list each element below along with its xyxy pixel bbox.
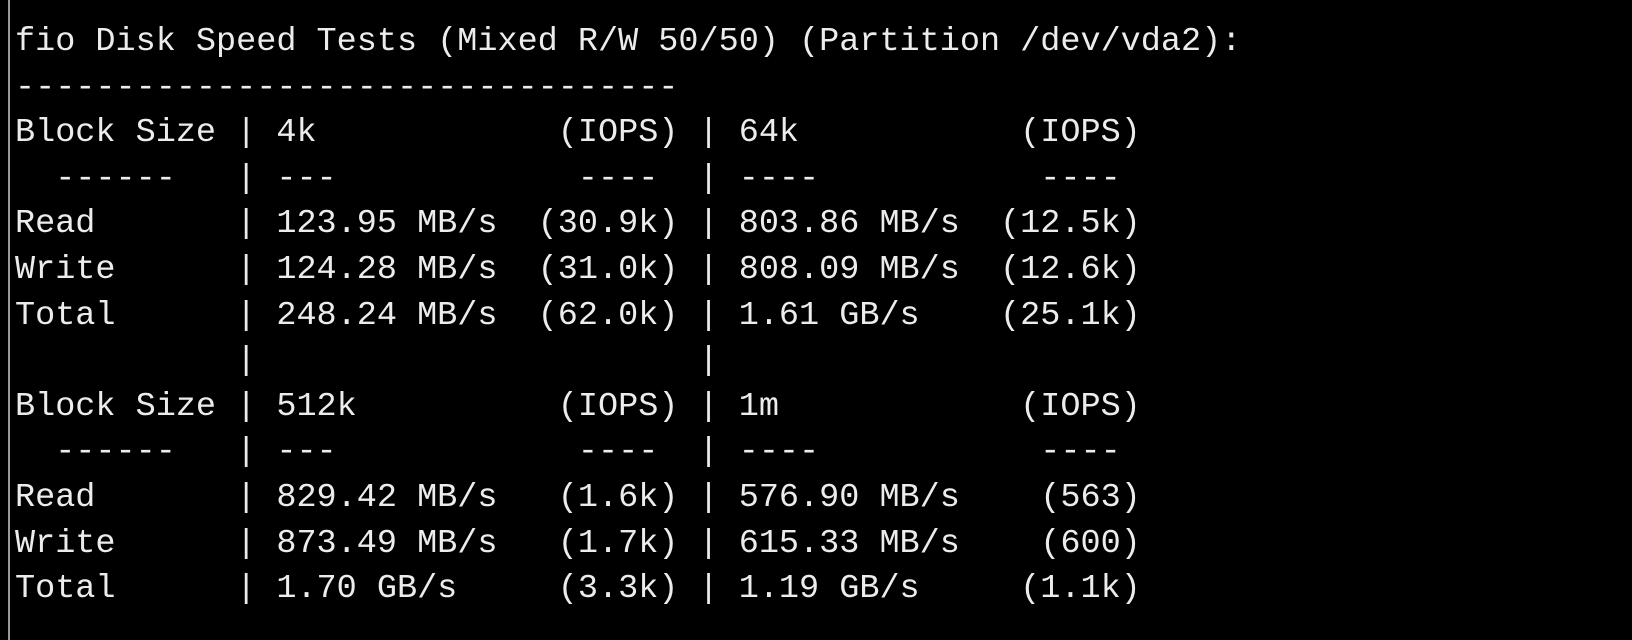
terminal-line: Read | 123.95 MB/s (30.9k) | 803.86 MB/s… [15,205,1141,244]
terminal-line: Block Size | 512k (IOPS) | 1m (IOPS) [15,387,1141,426]
terminal-line: ------ | --- ---- | ---- ---- [15,159,1121,198]
window-border [8,0,10,640]
terminal-line: Block Size | 4k (IOPS) | 64k (IOPS) [15,114,1141,153]
terminal-output: fio Disk Speed Tests (Mixed R/W 50/50) (… [15,20,1241,613]
terminal-line: Write | 873.49 MB/s (1.7k) | 615.33 MB/s… [15,524,1141,563]
terminal-line: | | [15,342,719,381]
terminal-line: fio Disk Speed Tests (Mixed R/W 50/50) (… [15,23,1242,61]
terminal-line: ------ | --- ---- | ---- ---- [15,433,1121,472]
terminal-line: --------------------------------- [15,68,679,107]
terminal-line: Write | 124.28 MB/s (31.0k) | 808.09 MB/… [15,250,1141,289]
terminal-line: Total | 1.70 GB/s (3.3k) | 1.19 GB/s (1.… [15,570,1141,609]
terminal-line: Total | 248.24 MB/s (62.0k) | 1.61 GB/s … [15,296,1141,335]
terminal-line: Read | 829.42 MB/s (1.6k) | 576.90 MB/s … [15,478,1141,517]
